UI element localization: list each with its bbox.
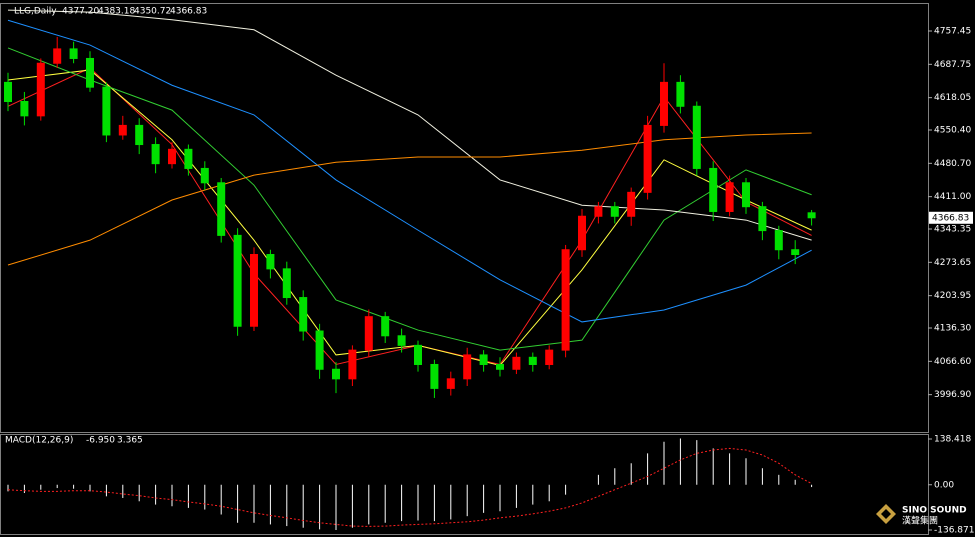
y-tick-label: 4550.40 xyxy=(934,125,971,135)
y-tick-label: 3996.90 xyxy=(934,390,971,400)
candle-body xyxy=(791,249,800,256)
y-tick-label: 4136.30 xyxy=(934,324,971,334)
y-tick-label: 4618.05 xyxy=(934,93,971,103)
candle-body xyxy=(709,167,718,212)
candle-body xyxy=(594,206,603,217)
candle-body xyxy=(414,344,422,365)
candle-body xyxy=(217,182,226,236)
candle-body xyxy=(69,48,78,59)
quote-value: 4350.72 xyxy=(134,7,171,17)
y-tick-label: 4273.65 xyxy=(934,258,971,268)
candle-body xyxy=(676,81,685,107)
candle-body xyxy=(200,167,209,184)
candle-body xyxy=(725,182,734,212)
candle-body xyxy=(282,268,291,299)
logo xyxy=(876,504,896,524)
candle-body xyxy=(168,148,176,165)
candle-body xyxy=(561,249,570,351)
price-box xyxy=(929,211,973,224)
candle-body xyxy=(758,206,767,232)
quote-value: 4377.20 xyxy=(62,7,99,17)
y-tick-label: 4343.35 xyxy=(934,224,971,234)
candle-body xyxy=(53,48,62,64)
ma-line xyxy=(7,9,812,241)
candle-body xyxy=(446,378,455,389)
candle-body xyxy=(660,81,668,126)
candle-body xyxy=(348,349,357,380)
candle-body xyxy=(135,124,144,146)
candle-body xyxy=(496,363,504,370)
candle-body xyxy=(364,316,373,351)
y-tick-label: 4066.60 xyxy=(934,357,971,367)
main-frame xyxy=(0,3,929,433)
candle-body xyxy=(266,254,275,270)
candle-body xyxy=(86,57,94,88)
candle-body xyxy=(102,86,111,136)
candle-body xyxy=(4,81,12,102)
candle-body xyxy=(118,124,127,136)
candle-body xyxy=(528,356,537,365)
candle-body xyxy=(692,105,701,169)
ma-line xyxy=(7,19,812,323)
watermark: 漢聲集團 xyxy=(902,515,938,527)
candle-body xyxy=(463,354,472,380)
y-tick-label: 4411.00 xyxy=(934,192,971,202)
candle-body xyxy=(20,100,29,117)
y-tick-label: 4203.95 xyxy=(934,291,971,301)
candle-body xyxy=(397,335,406,346)
candle-body xyxy=(512,356,521,370)
candle-body xyxy=(643,124,652,193)
candle-body xyxy=(250,254,258,327)
candle-body xyxy=(627,191,636,217)
macd-main: -6.950 xyxy=(86,436,115,446)
y-tick-label: 4757.45 xyxy=(934,26,971,36)
candle-body xyxy=(299,297,308,332)
y-tick-label: 4480.70 xyxy=(934,159,971,169)
watermark: SINO SOUND xyxy=(902,506,967,516)
macd-signal: 3.365 xyxy=(117,436,143,446)
y-tick-label: 4687.75 xyxy=(934,60,971,70)
signal-line xyxy=(7,447,812,527)
macd-title: MACD(12,26,9) xyxy=(5,436,73,446)
quote-value: 4366.83 xyxy=(170,7,207,17)
candle-body xyxy=(184,148,193,169)
ma-line xyxy=(7,132,812,266)
candle-body xyxy=(774,230,783,251)
y-tick-label: 0.00 xyxy=(934,480,954,490)
candle-body xyxy=(381,316,390,337)
ma-line xyxy=(7,47,812,351)
candle-body xyxy=(479,354,488,365)
y-tick-label: -136.871 xyxy=(934,525,974,535)
candle-body xyxy=(315,330,324,370)
candle-body xyxy=(807,212,816,219)
candle-body xyxy=(610,206,619,217)
price-label: 4366.83 xyxy=(932,213,969,223)
candle-body xyxy=(151,144,160,165)
candle-body xyxy=(430,363,439,389)
candle-body xyxy=(233,234,242,327)
y-tick-label: 138.418 xyxy=(934,434,971,444)
chart-title: LLG,Daily xyxy=(14,7,57,17)
candle-body xyxy=(36,62,45,117)
candle-body xyxy=(332,368,340,380)
candle-body xyxy=(545,349,554,365)
candle-body xyxy=(742,182,750,208)
quote-value: 4383.18 xyxy=(98,7,135,17)
candle-body xyxy=(578,215,586,251)
